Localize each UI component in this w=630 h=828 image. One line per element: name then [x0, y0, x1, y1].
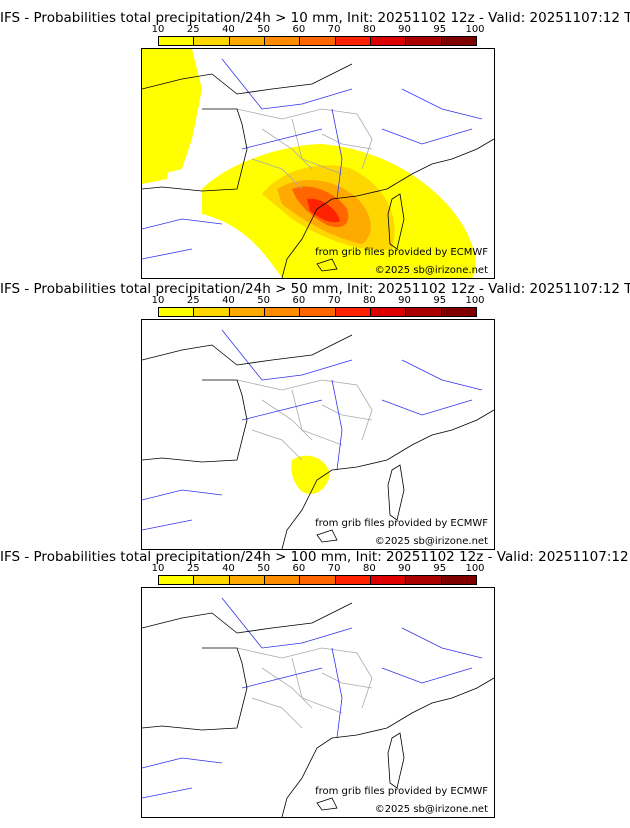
colorbar-tick: 100 [465, 24, 485, 35]
coastline [142, 63, 494, 278]
precipitation-map: from grib files provided by ECMWF ©2025 … [141, 587, 495, 818]
probability-area [142, 144, 172, 184]
colorbar-swatch [194, 308, 230, 316]
colorbar-tick: 100 [465, 295, 485, 306]
colorbar-swatch [264, 576, 301, 584]
colorbar-tick: 50 [257, 24, 271, 35]
copyright: ©2025 sb@irizone.net [374, 536, 488, 547]
colorbar-swatch [300, 37, 336, 45]
probability-area [291, 455, 330, 495]
colorbar-swatch [441, 308, 476, 316]
colorbar [158, 36, 477, 46]
colorbar-tick: 95 [433, 563, 447, 574]
colorbar-swatch [441, 37, 476, 45]
colorbar-tick: 60 [292, 563, 306, 574]
rivers [142, 58, 483, 260]
colorbar-swatch [335, 308, 371, 316]
colorbar-swatch [406, 37, 442, 45]
colorbar-swatch [335, 576, 371, 584]
colorbar-tick: 90 [398, 563, 411, 574]
colorbar-tick: 60 [292, 295, 306, 306]
colorbar-ticks: 10 25 40 50 60 70 80 90 95 100 [152, 24, 485, 36]
colorbar-tick: 10 [151, 563, 165, 574]
colorbar-swatch [229, 37, 265, 45]
colorbar-tick: 40 [222, 563, 235, 574]
map-svg [142, 49, 494, 278]
colorbar-swatch [370, 308, 407, 316]
source-credit: from grib files provided by ECMWF [315, 518, 488, 529]
colorbar-tick: 95 [433, 295, 447, 306]
coastline [142, 602, 494, 817]
colorbar-swatch [370, 576, 407, 584]
source-credit: from grib files provided by ECMWF [315, 247, 488, 258]
colorbar-tick: 95 [433, 24, 447, 35]
colorbar-swatch [300, 308, 336, 316]
colorbar [158, 575, 477, 585]
colorbar-swatch [441, 576, 476, 584]
map-svg [142, 329, 494, 549]
colorbar [158, 307, 477, 317]
colorbar-swatch [229, 576, 265, 584]
colorbar-tick: 70 [327, 563, 341, 574]
precipitation-map: from grib files provided by ECMWF ©2025 … [141, 48, 495, 279]
forecast-panel-p50: IFS - Probabilities total precipitation/… [0, 271, 630, 550]
colorbar-tick: 80 [362, 295, 376, 306]
colorbar-ticks: 10 25 40 50 60 70 80 90 95 100 [152, 563, 485, 575]
colorbar-swatch [159, 37, 195, 45]
colorbar-swatch [406, 576, 442, 584]
panel-title: IFS - Probabilities total precipitation/… [0, 10, 630, 26]
region-borders [236, 379, 373, 461]
panel-title: IFS - Probabilities total precipitation/… [0, 549, 630, 565]
map-svg [142, 597, 494, 817]
probability-area [142, 49, 202, 174]
copyright: ©2025 sb@irizone.net [374, 265, 488, 276]
colorbar-swatch [335, 37, 371, 45]
panel-title: IFS - Probabilities total precipitation/… [0, 281, 630, 297]
colorbar-ticks: 10 25 40 50 60 70 80 90 95 100 [152, 295, 485, 307]
colorbar-swatch [370, 37, 407, 45]
copyright: ©2025 sb@irizone.net [374, 804, 488, 815]
colorbar-tick: 50 [257, 563, 271, 574]
colorbar-tick: 80 [362, 24, 376, 35]
colorbar-tick: 10 [151, 295, 165, 306]
colorbar-swatch [264, 37, 301, 45]
colorbar-tick: 25 [186, 563, 200, 574]
coastline [142, 334, 494, 549]
rivers [142, 329, 483, 531]
colorbar-swatch [159, 308, 195, 316]
colorbar-tick: 80 [362, 563, 376, 574]
colorbar-swatch [406, 308, 442, 316]
colorbar-tick: 90 [398, 295, 411, 306]
colorbar-swatch [194, 576, 230, 584]
colorbar-tick: 25 [186, 295, 200, 306]
colorbar-tick: 50 [257, 295, 271, 306]
colorbar-swatch [194, 37, 230, 45]
colorbar-swatch [229, 308, 265, 316]
precipitation-map: from grib files provided by ECMWF ©2025 … [141, 319, 495, 550]
colorbar-tick: 60 [292, 24, 306, 35]
colorbar-tick: 40 [222, 24, 235, 35]
rivers [142, 597, 483, 799]
source-credit: from grib files provided by ECMWF [315, 786, 488, 797]
colorbar-tick: 25 [186, 24, 200, 35]
region-borders [236, 108, 373, 190]
colorbar-tick: 70 [327, 24, 341, 35]
colorbar-tick: 40 [222, 295, 235, 306]
colorbar-tick: 70 [327, 295, 341, 306]
colorbar-swatch [300, 576, 336, 584]
region-borders [236, 647, 373, 729]
forecast-panel-p10: IFS - Probabilities total precipitation/… [0, 0, 630, 279]
colorbar-tick: 100 [465, 563, 485, 574]
probability-area [307, 198, 340, 223]
colorbar-swatch [159, 576, 195, 584]
colorbar-tick: 10 [151, 24, 165, 35]
forecast-panel-p100: IFS - Probabilities total precipitation/… [0, 539, 630, 818]
colorbar-tick: 90 [398, 24, 411, 35]
colorbar-swatch [264, 308, 301, 316]
